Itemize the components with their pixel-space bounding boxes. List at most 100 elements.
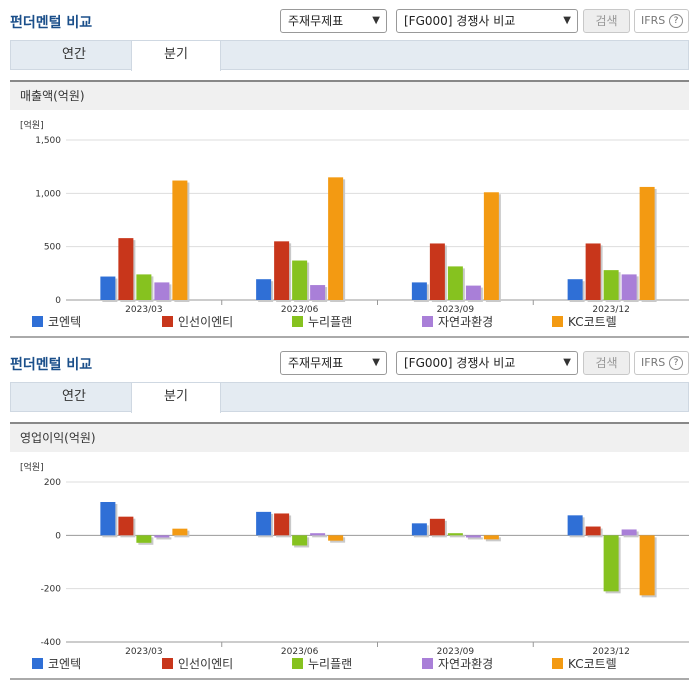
legend-item[interactable]: KC코트렐 [552,314,617,330]
tab-annual[interactable]: 연간 [62,47,86,62]
bar[interactable] [154,535,170,538]
bar[interactable] [118,516,134,536]
x-tick-label: 2023/09 [437,305,475,314]
fundamental-section-2: 펀더멘털 비교 주재무제표 ▼ [FG000] 경쟁사 비교 ▼ 검색 IFRS… [0,342,696,684]
period-tabs: 연간 분기 [10,40,689,71]
bar-shadow [467,537,483,540]
chevron-down-icon: ▼ [372,357,380,368]
legend-item[interactable]: 인선이엔티 [162,314,233,330]
search-button[interactable]: 검색 [583,351,630,375]
bar[interactable] [567,279,583,300]
bar[interactable] [310,533,326,536]
legend-swatch [552,316,563,327]
legend-swatch [32,316,43,327]
compare-select-value: [FG000] 경쟁사 비교 [404,356,516,370]
section-header: 펀더멘털 비교 주재무제표 ▼ [FG000] 경쟁사 비교 ▼ 검색 IFRS… [0,0,696,36]
ifrs-button[interactable]: IFRS ? [634,351,689,375]
legend-item[interactable]: 자연과환경 [422,314,493,330]
bar[interactable] [483,192,499,300]
legend-item[interactable]: KC코트렐 [552,656,617,672]
bar[interactable] [585,526,601,536]
y-tick-label: 1,500 [35,136,61,146]
chart-legend: 코엔텍 인선이엔티 누리플랜 자연과환경 KC코트렐 [10,314,689,330]
section-header: 펀더멘털 비교 주재무제표 ▼ [FG000] 경쟁사 비교 ▼ 검색 IFRS… [0,342,696,378]
chevron-down-icon: ▼ [372,15,380,26]
y-tick-label: 200 [44,478,61,488]
bar[interactable] [100,276,116,300]
bar[interactable] [639,186,655,300]
bar[interactable] [328,177,344,300]
bar[interactable] [256,279,272,300]
bar[interactable] [172,528,188,536]
bar[interactable] [411,282,427,300]
bar[interactable] [256,511,272,536]
compare-select[interactable]: [FG000] 경쟁사 비교 ▼ [396,351,578,375]
bar-shadow [156,537,172,540]
bar[interactable] [429,518,445,536]
bar[interactable] [100,502,116,536]
ifrs-label: IFRS [641,356,666,369]
y-tick-label: 0 [55,296,61,306]
legend-item[interactable]: 자연과환경 [422,656,493,672]
legend-label: 인선이엔티 [178,657,234,671]
bar[interactable] [621,529,637,536]
bar[interactable] [274,241,290,300]
bar[interactable] [292,260,308,300]
legend-item[interactable]: 누리플랜 [292,314,352,330]
bar[interactable] [328,535,344,541]
chart-legend: 코엔텍 인선이엔티 누리플랜 자연과환경 KC코트렐 [10,656,689,672]
tab-annual[interactable]: 연간 [62,389,86,404]
tab-quarterly[interactable]: 분기 [131,383,221,413]
bar[interactable] [447,266,463,300]
legend-item[interactable]: 누리플랜 [292,656,352,672]
help-icon: ? [669,14,683,28]
bar[interactable] [136,274,152,300]
bar[interactable] [639,535,655,596]
bar[interactable] [483,535,499,540]
legend-label: KC코트렐 [568,315,617,329]
legend-swatch [422,316,433,327]
y-tick-label: 500 [44,243,61,253]
bar[interactable] [292,535,308,546]
bar[interactable] [465,285,481,300]
bar[interactable] [603,270,619,300]
bar[interactable] [310,285,326,300]
statement-select[interactable]: 주재무제표 ▼ [280,351,387,375]
tab-quarterly[interactable]: 분기 [131,41,221,71]
legend-swatch [422,658,433,669]
bar[interactable] [567,515,583,536]
y-unit-label: [억원] [20,461,44,473]
bar[interactable] [621,274,637,300]
bar[interactable] [429,243,445,300]
ifrs-button[interactable]: IFRS ? [634,9,689,33]
bar[interactable] [465,535,481,538]
statement-select[interactable]: 주재무제표 ▼ [280,9,387,33]
bar[interactable] [274,513,290,536]
bar[interactable] [603,535,619,592]
legend-swatch [32,658,43,669]
operating-profit-chart: [억원] -400 -200 0 200 2023/03 2023/06 2023/09 202… [20,461,689,656]
legend-swatch [292,316,303,327]
legend-item[interactable]: 인선이엔티 [162,656,233,672]
fundamental-section-1: 펀더멘털 비교 주재무제표 ▼ [FG000] 경쟁사 비교 ▼ 검색 IFRS… [0,0,696,338]
bar[interactable] [172,180,188,300]
revenue-chart: [억원] 0 500 1,000 1,500 2023/03 2023/06 2023/09 2… [20,119,689,314]
compare-select[interactable]: [FG000] 경쟁사 비교 ▼ [396,9,578,33]
search-button[interactable]: 검색 [583,9,630,33]
bar[interactable] [136,535,152,543]
legend-item[interactable]: 코엔텍 [32,656,81,672]
bar[interactable] [154,282,170,300]
bar[interactable] [411,523,427,536]
legend-label: 인선이엔티 [178,315,234,329]
legend-label: 누리플랜 [308,657,353,671]
legend-swatch [162,316,173,327]
bar[interactable] [585,243,601,300]
x-tick-label: 2023/03 [125,647,162,656]
bar[interactable] [447,533,463,536]
y-unit-label: [억원] [20,119,44,131]
legend-item[interactable]: 코엔텍 [32,314,81,330]
compare-select-value: [FG000] 경쟁사 비교 [404,14,516,28]
legend-label: 자연과환경 [438,657,494,671]
bar[interactable] [118,238,134,300]
section-title: 펀더멘털 비교 [10,15,93,31]
